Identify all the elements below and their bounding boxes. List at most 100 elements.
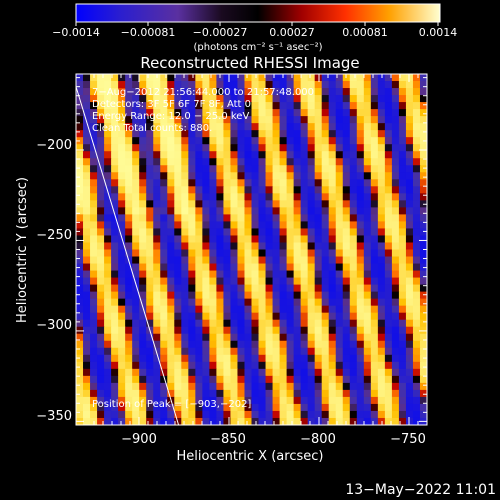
heatmap-cell — [97, 95, 105, 103]
heatmap-cell — [223, 305, 231, 314]
heatmap-cell — [160, 298, 168, 307]
heatmap-cell — [335, 277, 344, 286]
heatmap-cell — [174, 102, 182, 110]
heatmap-cell — [230, 375, 238, 384]
heatmap-cell — [104, 354, 112, 363]
heatmap-cell — [265, 291, 274, 300]
heatmap-cell — [279, 179, 288, 187]
heatmap-cell — [251, 410, 260, 419]
heatmap-cell — [307, 214, 316, 222]
heatmap-cell — [398, 256, 407, 265]
heatmap-cell — [223, 228, 231, 236]
heatmap-cell — [216, 347, 224, 356]
heatmap-cell — [405, 242, 414, 250]
heatmap-cell — [391, 368, 400, 377]
heatmap-cell — [363, 298, 372, 307]
heatmap-cell — [209, 256, 217, 265]
heatmap-cell — [377, 228, 386, 236]
heatmap-cell — [216, 165, 224, 173]
heatmap-cell — [104, 214, 112, 222]
heatmap-cell — [125, 214, 133, 222]
x-tick-label-1: −850 — [210, 432, 246, 447]
heatmap-cell — [216, 207, 224, 215]
heatmap-cell — [223, 249, 231, 258]
heatmap-cell — [167, 242, 175, 250]
heatmap-cell — [286, 284, 295, 293]
heatmap-cell — [83, 403, 91, 412]
heatmap-cell — [286, 116, 295, 124]
heatmap-cell — [265, 270, 274, 279]
heatmap-cell — [181, 81, 189, 89]
heatmap-cell — [405, 116, 414, 124]
heatmap-cell — [83, 291, 91, 300]
heatmap-cell — [307, 88, 316, 96]
heatmap-cell — [90, 340, 98, 349]
heatmap-cell — [398, 158, 407, 166]
heatmap-cell — [384, 235, 393, 243]
heatmap-cell — [272, 81, 281, 89]
heatmap-cell — [230, 417, 238, 425]
heatmap-cell — [405, 193, 414, 201]
heatmap-cell — [405, 403, 414, 412]
heatmap-cell — [139, 81, 147, 89]
heatmap-cell — [286, 305, 295, 314]
heatmap-cell — [370, 144, 379, 152]
heatmap-cell — [244, 242, 252, 250]
heatmap-cell — [279, 116, 288, 124]
heatmap-cell — [76, 354, 84, 363]
heatmap-cell — [104, 361, 112, 370]
heatmap-cell — [328, 382, 337, 391]
heatmap-cell — [419, 396, 427, 405]
heatmap-cell — [419, 340, 427, 349]
heatmap-cell — [216, 263, 224, 272]
heatmap-cell — [391, 74, 400, 82]
heatmap-cell — [328, 396, 337, 405]
heatmap-cell — [209, 81, 217, 89]
heatmap-cell — [97, 228, 105, 236]
heatmap-cell — [167, 368, 175, 377]
heatmap-cell — [188, 319, 196, 328]
heatmap-cell — [363, 284, 372, 293]
heatmap-cell — [349, 256, 358, 265]
heatmap-cell — [286, 389, 295, 398]
heatmap-cell — [118, 284, 126, 293]
heatmap-cell — [356, 102, 365, 110]
heatmap-cell — [293, 263, 302, 272]
heatmap-cell — [195, 375, 203, 384]
heatmap-cell — [391, 319, 400, 328]
heatmap-cell — [237, 270, 245, 279]
heatmap-cell — [188, 375, 196, 384]
heatmap-cell — [230, 291, 238, 300]
heatmap-cell — [265, 165, 274, 173]
heatmap-cell — [265, 88, 274, 96]
heatmap-cell — [307, 326, 316, 335]
heatmap-cell — [111, 74, 119, 82]
heatmap-cell — [104, 298, 112, 307]
heatmap-cell — [314, 130, 323, 138]
heatmap-cell — [244, 109, 252, 117]
heatmap-cell — [293, 284, 302, 293]
heatmap-cell — [111, 298, 119, 307]
heatmap-cell — [321, 193, 330, 201]
annotation-peak: Position of Peak = [−903,−202] — [92, 399, 251, 410]
heatmap-cell — [265, 109, 274, 117]
heatmap-cell — [216, 186, 224, 194]
heatmap-cell — [118, 256, 126, 265]
heatmap-cell — [335, 396, 344, 405]
heatmap-cell — [181, 326, 189, 335]
heatmap-cell — [139, 249, 147, 258]
heatmap-cell — [251, 417, 260, 425]
heatmap-cell — [209, 214, 217, 222]
heatmap-cell — [244, 81, 252, 89]
heatmap-cell — [104, 158, 112, 166]
heatmap-cell — [237, 361, 245, 370]
heatmap-cell — [237, 333, 245, 342]
heatmap-cell — [160, 137, 168, 145]
heatmap-cell — [188, 368, 196, 377]
heatmap-cell — [118, 123, 126, 131]
heatmap-cell — [307, 165, 316, 173]
heatmap-cell — [195, 102, 203, 110]
heatmap-cell — [321, 368, 330, 377]
heatmap-cell — [405, 151, 414, 159]
heatmap-cell — [160, 207, 168, 215]
